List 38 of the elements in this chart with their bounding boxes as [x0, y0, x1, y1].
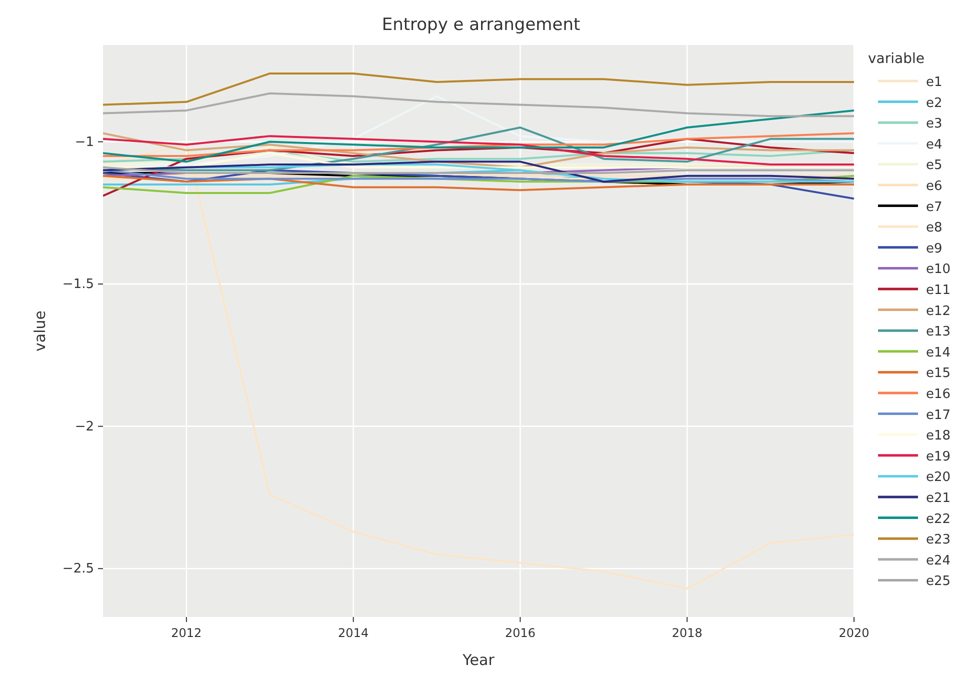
legend-label: e11 — [926, 283, 951, 298]
y-tick-label: −2.5 — [62, 562, 94, 577]
legend-label: e25 — [926, 574, 951, 590]
legend-label: e8 — [926, 220, 942, 236]
y-axis-title: value — [31, 310, 49, 352]
chart-title: Entropy e arrangement — [382, 15, 580, 35]
legend-label: e24 — [926, 553, 951, 568]
legend-label: e18 — [926, 428, 951, 444]
legend-label: e1 — [926, 75, 942, 90]
y-tick-label: −1.5 — [62, 277, 94, 292]
legend-label: e21 — [926, 491, 951, 506]
x-tick-label: 2020 — [838, 626, 870, 640]
legend-label: e22 — [926, 512, 951, 527]
legend-label: e3 — [926, 116, 942, 132]
legend-label: e13 — [926, 324, 951, 340]
legend-label: e17 — [926, 408, 951, 423]
legend-label: e23 — [926, 532, 951, 548]
x-tick-label: 2018 — [672, 626, 702, 640]
x-tick-label: 2012 — [171, 626, 202, 640]
x-tick-label: 2014 — [338, 626, 369, 640]
legend-label: e12 — [926, 304, 951, 319]
y-tick-label: −1 — [74, 134, 94, 150]
y-tick-label: −2 — [74, 419, 94, 434]
legend-label: e20 — [926, 470, 951, 486]
legend-label: e9 — [926, 241, 942, 256]
legend-label: e10 — [926, 262, 951, 278]
x-tick-label: 2016 — [504, 626, 536, 640]
legend-label: e2 — [926, 96, 942, 111]
legend-label: e15 — [926, 366, 951, 382]
legend-title: variable — [868, 51, 924, 67]
legend-label: e14 — [926, 345, 951, 360]
legend-label: e16 — [926, 387, 951, 402]
legend-label: e5 — [926, 158, 942, 174]
legend-label: e19 — [926, 449, 951, 464]
legend-label: e4 — [926, 137, 942, 152]
legend-label: e6 — [926, 179, 942, 194]
x-axis-title: Year — [462, 651, 496, 669]
legend-label: e7 — [926, 200, 942, 215]
